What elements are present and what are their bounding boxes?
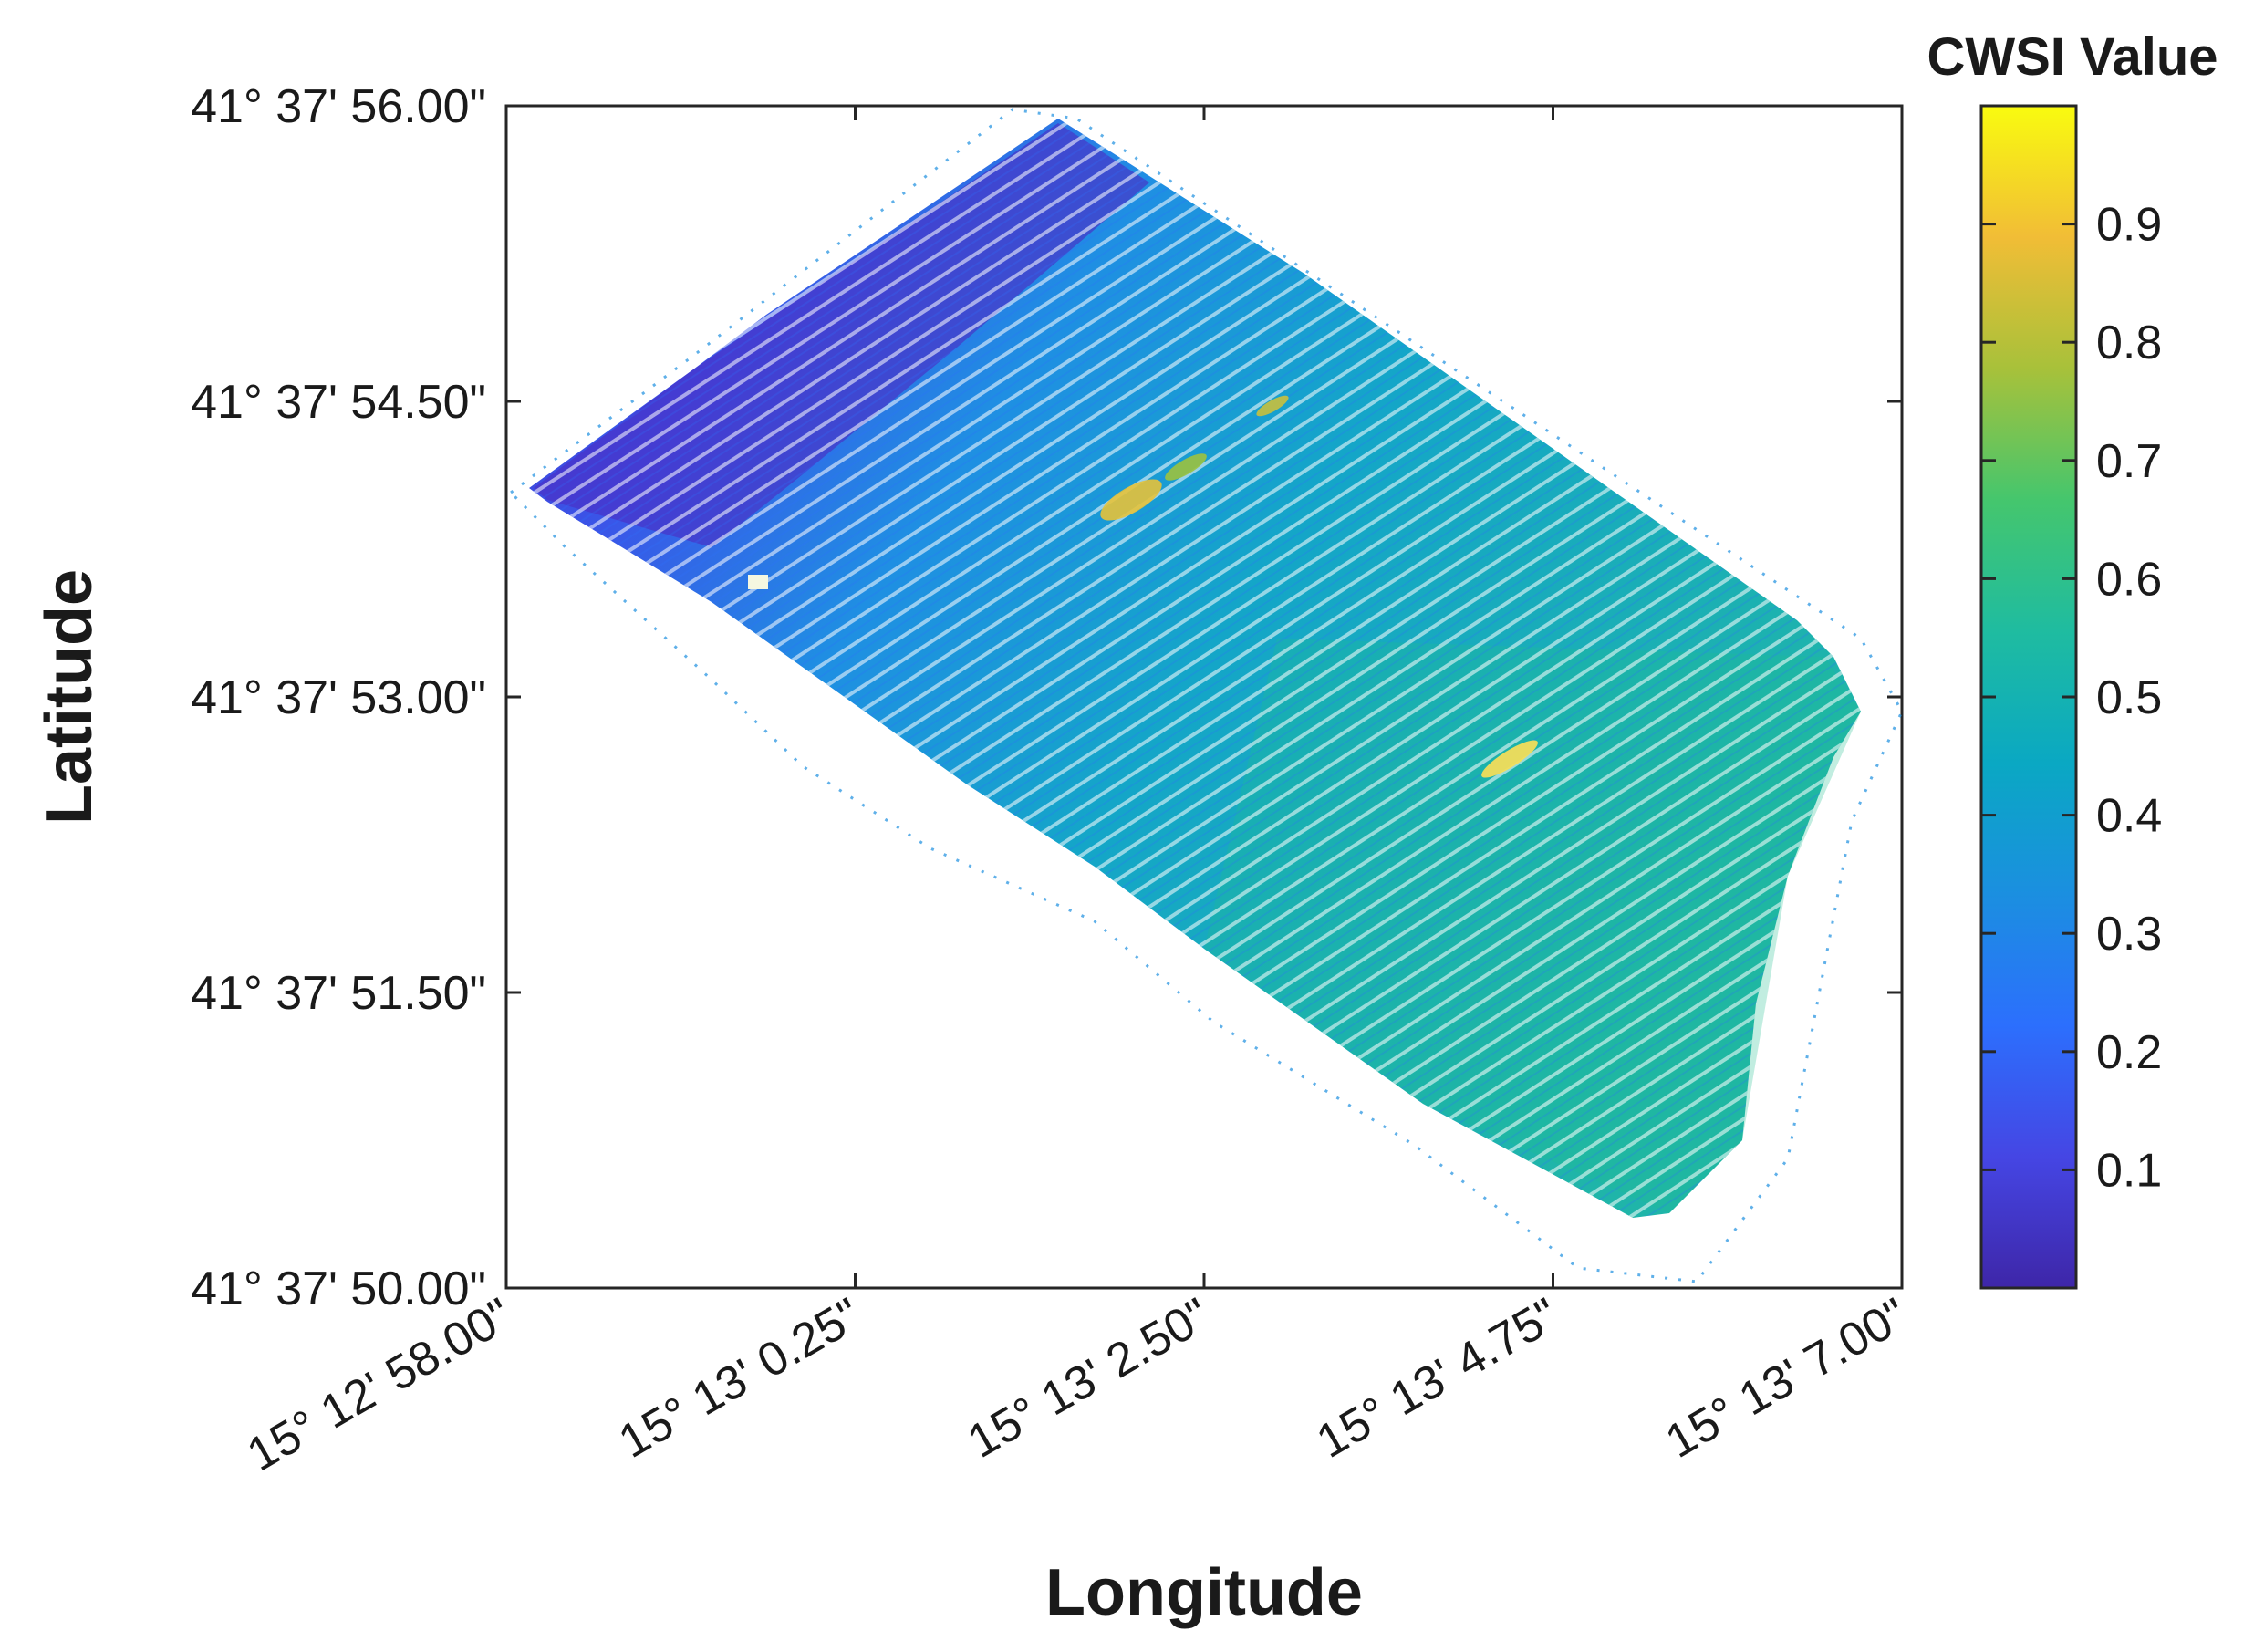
x-tick-label: 15° 13' 2.50" [960, 1288, 1219, 1469]
colorbar: CWSI Value 0.1 0.2 0.3 0.4 0.5 0.6 0.7 0.8 0.9 [1927, 27, 2218, 1290]
colorbar-title: CWSI Value [1927, 27, 2218, 87]
colorbar-tick-label: 0.5 [2096, 671, 2162, 724]
hotspot [1100, 479, 1162, 521]
colorbar-ticks: 0.1 0.2 0.3 0.4 0.5 0.6 0.7 0.8 0.9 [1981, 199, 2162, 1197]
colorbar-tick-label: 0.3 [2096, 908, 2162, 961]
planting-rows [529, 119, 1861, 1218]
y-axis-ticks: 41° 37' 56.00" 41° 37' 54.50" 41° 37' 53.0… [191, 80, 1902, 1315]
colorbar-tick-label: 0.1 [2096, 1144, 2162, 1197]
y-tick-label: 41° 37' 54.50" [191, 376, 486, 429]
x-tick-label: 15° 13' 7.00" [1657, 1288, 1916, 1469]
hotspot [748, 575, 768, 589]
x-tick-label: 15° 13' 0.25" [610, 1288, 869, 1469]
colorbar-tick-label: 0.9 [2096, 199, 2162, 252]
y-tick-label: 41° 37' 53.00" [191, 671, 486, 724]
colorbar-tick-label: 0.7 [2096, 435, 2162, 488]
y-tick-label: 41° 37' 50.00" [191, 1262, 486, 1315]
x-tick-label: 15° 12' 58.00" [239, 1288, 521, 1481]
y-tick-label: 41° 37' 56.00" [191, 80, 486, 133]
colorbar-tick-label: 0.4 [2096, 790, 2162, 843]
field-boundary [508, 108, 1904, 1283]
hotspot [1165, 453, 1207, 481]
cwsi-field [529, 119, 1861, 1218]
x-axis-title: Longitude [1045, 1556, 1363, 1629]
colorbar-tick-label: 0.8 [2096, 317, 2162, 369]
x-tick-label: 15° 13' 4.75" [1308, 1288, 1567, 1469]
y-axis-title: Latitude [33, 569, 106, 825]
hotspot [1481, 740, 1538, 778]
colorbar-tick-label: 0.6 [2096, 553, 2162, 606]
hotspot [1256, 395, 1289, 417]
colorbar-tick-label: 0.2 [2096, 1026, 2162, 1079]
y-tick-label: 41° 37' 51.50" [191, 967, 486, 1020]
